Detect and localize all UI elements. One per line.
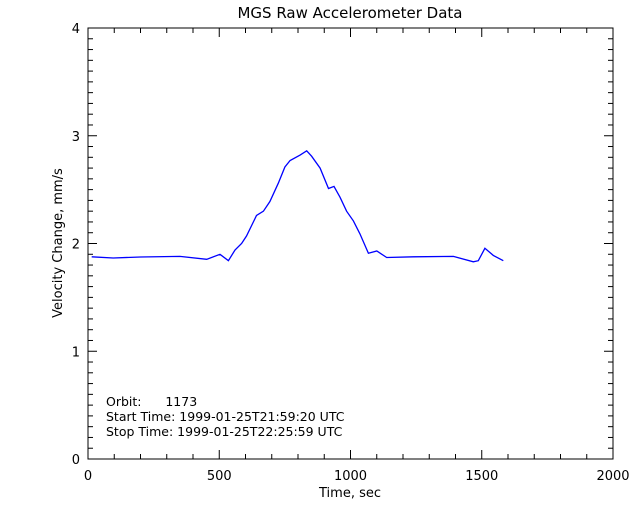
chart-title: MGS Raw Accelerometer Data [237, 4, 462, 22]
y-axis-label: Velocity Change, mm/s [51, 168, 66, 318]
x-tick-label: 0 [84, 469, 92, 484]
series-line [91, 149, 504, 263]
x-tick-label: 1000 [334, 469, 367, 484]
annotation-start-time: Start Time: 1999-01-25T21:59:20 UTC [106, 409, 345, 424]
y-tick-labels: 0 1 2 3 4 [72, 22, 80, 468]
y-tick-label: 0 [72, 453, 80, 468]
x-tick-label: 2000 [596, 469, 629, 484]
y-tick-label: 3 [72, 130, 80, 145]
axis-ticks [87, 27, 614, 460]
y-tick-label: 2 [72, 238, 80, 253]
x-axis-label: Time, sec [318, 486, 381, 501]
x-tick-label: 500 [207, 469, 232, 484]
x-tick-labels: 0 500 1000 1500 2000 [84, 469, 630, 484]
annotation-stop-time: Stop Time: 1999-01-25T22:25:59 UTC [106, 424, 343, 439]
annotation-orbit: Orbit: 1173 [106, 394, 197, 409]
x-tick-label: 1500 [465, 469, 498, 484]
y-tick-label: 1 [72, 345, 80, 360]
y-tick-label: 4 [72, 22, 80, 37]
